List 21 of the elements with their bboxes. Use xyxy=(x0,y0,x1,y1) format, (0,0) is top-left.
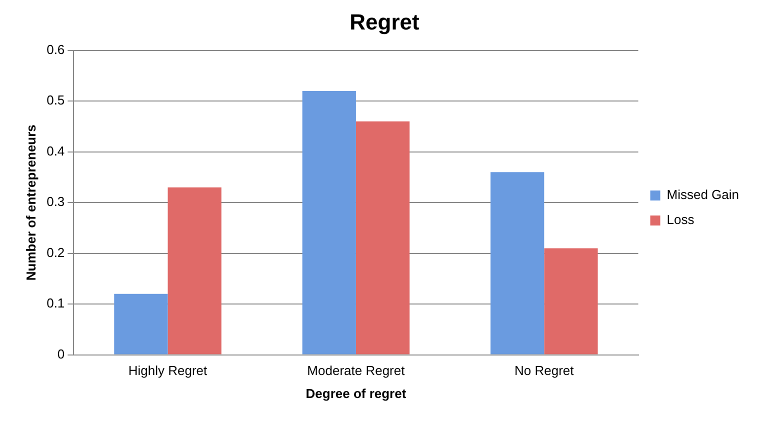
x-tick-label: Moderate Regret xyxy=(307,363,406,378)
bar xyxy=(544,248,598,354)
y-tick-label: 0.3 xyxy=(46,194,65,210)
x-tick-label: Highly Regret xyxy=(128,363,208,378)
bar xyxy=(168,187,222,354)
y-tick-label: 0.4 xyxy=(46,143,65,158)
legend-label: Missed Gain xyxy=(666,187,739,202)
bar xyxy=(114,294,168,354)
bar xyxy=(356,121,410,354)
chart-title: Regret xyxy=(350,9,420,34)
x-tick-label: No Regret xyxy=(514,363,574,378)
legend-label: Loss xyxy=(666,212,695,228)
y-tick-label: 0.5 xyxy=(46,92,65,108)
y-tick-label: 0.1 xyxy=(46,296,65,311)
bar xyxy=(490,172,544,354)
y-tick-label: 0 xyxy=(57,346,65,362)
y-tick-label: 0.2 xyxy=(46,244,65,260)
bar xyxy=(302,90,356,354)
y-axis-title: Number of entrepreneurs xyxy=(23,124,38,281)
x-axis-title: Degree of regret xyxy=(306,386,407,401)
y-tick-label: 0.6 xyxy=(46,42,65,57)
